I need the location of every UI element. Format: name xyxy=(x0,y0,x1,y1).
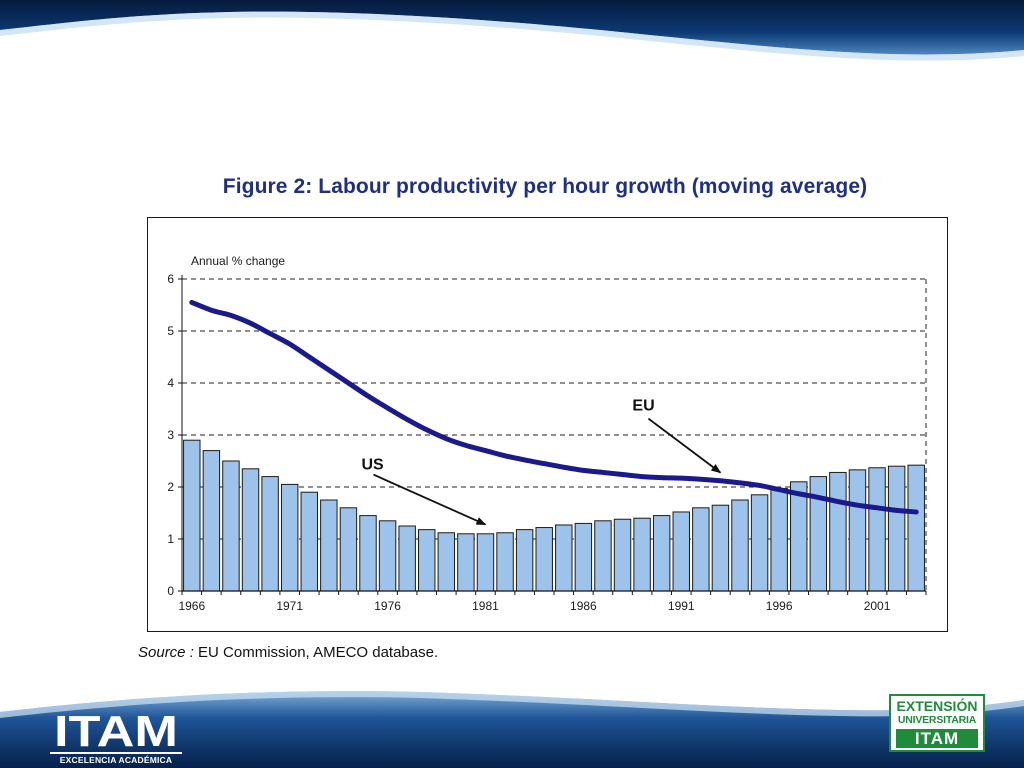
svg-text:ITAM: ITAM xyxy=(54,708,178,752)
us-bar-1982 xyxy=(496,532,514,592)
us-bar-1987 xyxy=(594,520,612,592)
y-tick-label: 4 xyxy=(167,376,174,390)
us-bar-1984 xyxy=(535,527,553,592)
annotation-label-us: US xyxy=(361,457,384,474)
us-bar-1970 xyxy=(261,476,279,592)
us-bar-1968 xyxy=(222,460,240,592)
gridlines xyxy=(182,278,927,591)
us-bar-1975 xyxy=(359,515,377,592)
us-bar-2000 xyxy=(848,469,867,592)
us-bar-1998 xyxy=(809,476,828,592)
x-tick-label: 1966 xyxy=(178,599,205,613)
itam-wordmark: ITAM xyxy=(54,708,178,752)
y-tick-label: 1 xyxy=(167,532,174,546)
x-tick-label: 1976 xyxy=(374,599,401,613)
us-bar-1994 xyxy=(731,499,749,592)
us-bar-1996 xyxy=(770,488,788,592)
ext-logo-line1: EXTENSIÓN xyxy=(896,698,978,714)
annotation-label-eu: EU xyxy=(632,398,654,415)
ext-logo-line2: UNIVERSITARIA xyxy=(897,714,977,726)
us-bars xyxy=(183,439,925,592)
us-bar-1971 xyxy=(280,483,299,592)
x-tick-label: 1981 xyxy=(472,599,499,613)
chart-frame: Annual % change 0 1 2 3 4 5 6 1966 1971 1976 1981 1… xyxy=(147,217,948,632)
annotations: US EU xyxy=(361,398,722,526)
itam-tagline: EXCELENCIA ACADÉMICA xyxy=(50,752,182,765)
us-bar-1989 xyxy=(633,517,651,592)
us-bar-1993 xyxy=(711,504,730,592)
source-label: Source : xyxy=(138,644,194,661)
bottom-wave-highlight xyxy=(0,691,1024,718)
us-bar-2003 xyxy=(907,464,925,592)
us-bar-1983 xyxy=(515,529,534,592)
us-bar-1999 xyxy=(829,471,847,592)
axes xyxy=(178,275,927,595)
itam-logo: ITAM EXCELENCIA ACADÉMICA xyxy=(50,708,182,768)
x-tick-label: 1996 xyxy=(766,599,793,613)
us-bar-1985 xyxy=(555,524,573,592)
us-bar-1981 xyxy=(476,533,495,592)
tick-labels: 0 1 2 3 4 5 6 1966 1971 1976 1981 1986 1991 1996 2001 xyxy=(167,272,890,613)
ext-logo-itam-box: ITAM xyxy=(896,729,978,748)
us-bar-1977 xyxy=(398,525,416,592)
y-axis-label: Annual % change xyxy=(191,254,285,268)
x-tick-label: 1986 xyxy=(570,599,597,613)
y-tick-label: 6 xyxy=(167,272,174,286)
extension-universitaria-logo: EXTENSIÓN UNIVERSITARIA ITAM xyxy=(889,694,985,752)
us-bar-1997 xyxy=(790,481,808,592)
us-bar-1978 xyxy=(418,529,436,592)
eu-line xyxy=(189,299,919,515)
us-bar-2002 xyxy=(887,465,906,592)
us-bar-1973 xyxy=(320,499,338,592)
us-bar-1992 xyxy=(692,507,710,592)
y-tick-label: 3 xyxy=(167,428,174,442)
us-bar-1966 xyxy=(183,439,201,592)
annotation-arrow-eu xyxy=(647,417,722,474)
us-bar-1991 xyxy=(672,511,690,592)
us-bar-1988 xyxy=(613,518,632,592)
us-bar-1974 xyxy=(339,507,358,592)
x-tick-label: 1971 xyxy=(276,599,303,613)
source-text: EU Commission, AMECO database. xyxy=(193,644,439,661)
us-bar-1976 xyxy=(378,520,397,592)
us-bar-1995 xyxy=(750,494,769,592)
us-bar-1969 xyxy=(241,468,260,592)
us-bar-1990 xyxy=(652,515,671,592)
figure-title: Figure 2: Labour productivity per hour g… xyxy=(222,175,868,198)
us-bar-1980 xyxy=(457,533,475,592)
y-tick-label: 5 xyxy=(167,324,174,338)
annotation-arrow-us xyxy=(373,473,487,526)
y-tick-label: 2 xyxy=(167,480,174,494)
us-bar-2001 xyxy=(868,467,886,592)
us-bar-1972 xyxy=(300,491,318,592)
y-tick-label: 0 xyxy=(167,584,174,598)
chart-svg: Annual % change 0 1 2 3 4 5 6 1966 1971 1976 1981 1… xyxy=(167,254,927,613)
top-wave-highlight xyxy=(0,11,1024,61)
top-wave xyxy=(0,0,1024,55)
ext-logo-itam-word: ITAM xyxy=(914,729,960,748)
us-bar-1979 xyxy=(437,532,456,592)
source-note: Source : EU Commission, AMECO database. xyxy=(138,644,438,661)
us-bar-1967 xyxy=(202,450,221,592)
us-bar-1986 xyxy=(574,522,593,592)
x-tick-label: 1991 xyxy=(668,599,695,613)
x-tick-label: 2001 xyxy=(864,599,891,613)
